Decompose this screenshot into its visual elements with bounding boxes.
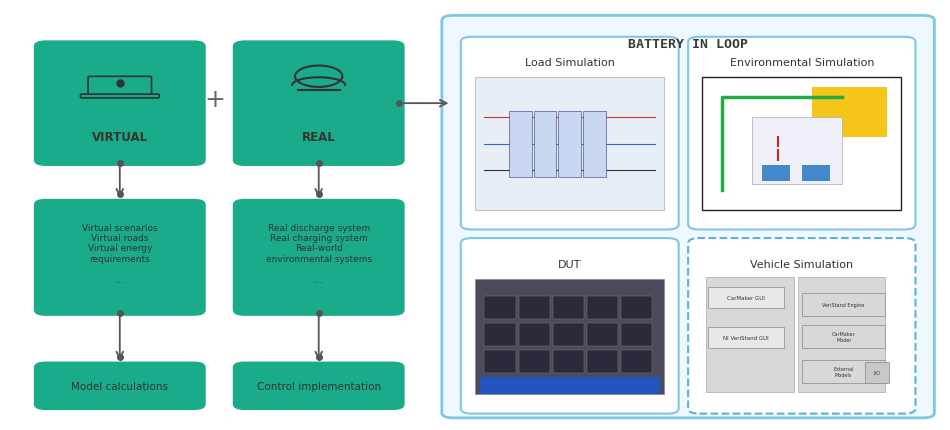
- Bar: [811, 88, 887, 138]
- Bar: [519, 296, 550, 319]
- Bar: [559, 111, 581, 178]
- FancyBboxPatch shape: [688, 38, 916, 230]
- Text: CarMaker GUI: CarMaker GUI: [727, 295, 765, 300]
- FancyBboxPatch shape: [81, 95, 159, 98]
- Text: Virtual scenarios
Virtual roads
Virtual energy
requirements

...: Virtual scenarios Virtual roads Virtual …: [82, 223, 158, 284]
- FancyBboxPatch shape: [234, 362, 404, 409]
- FancyBboxPatch shape: [442, 16, 935, 418]
- Text: Control implementation: Control implementation: [256, 381, 381, 391]
- Text: +: +: [204, 88, 225, 112]
- Text: CarMaker
Model: CarMaker Model: [832, 332, 855, 342]
- Bar: [709, 328, 784, 348]
- Bar: [706, 277, 794, 392]
- Bar: [762, 166, 789, 181]
- FancyBboxPatch shape: [234, 200, 404, 315]
- Text: Load Simulation: Load Simulation: [524, 58, 615, 68]
- FancyBboxPatch shape: [234, 42, 404, 166]
- Bar: [587, 323, 618, 346]
- Text: Vehicle Simulation: Vehicle Simulation: [750, 259, 853, 269]
- FancyBboxPatch shape: [34, 200, 205, 315]
- Text: VIRTUAL: VIRTUAL: [92, 131, 148, 144]
- Bar: [621, 323, 652, 346]
- Bar: [621, 296, 652, 319]
- Bar: [484, 350, 516, 373]
- Bar: [519, 350, 550, 373]
- Text: I/O: I/O: [874, 370, 881, 375]
- FancyBboxPatch shape: [34, 362, 205, 409]
- Text: NI VeriStand GUI: NI VeriStand GUI: [723, 335, 769, 341]
- Bar: [802, 166, 829, 181]
- Bar: [509, 111, 532, 178]
- Bar: [484, 296, 516, 319]
- Bar: [709, 287, 784, 308]
- Bar: [802, 325, 885, 348]
- Text: Real discharge system
Real charging system
Real-world
environmental systems

...: Real discharge system Real charging syst…: [266, 223, 371, 284]
- Text: Model calculations: Model calculations: [71, 381, 168, 391]
- FancyBboxPatch shape: [461, 239, 678, 414]
- FancyBboxPatch shape: [688, 239, 916, 414]
- Bar: [553, 323, 584, 346]
- Text: Environmental Simulation: Environmental Simulation: [730, 58, 874, 68]
- Text: BATTERY IN LOOP: BATTERY IN LOOP: [628, 37, 749, 51]
- FancyBboxPatch shape: [34, 42, 205, 166]
- Bar: [587, 296, 618, 319]
- FancyBboxPatch shape: [88, 77, 151, 96]
- Bar: [802, 360, 885, 383]
- Bar: [480, 377, 659, 394]
- Bar: [752, 118, 842, 184]
- Bar: [583, 111, 606, 178]
- Bar: [475, 78, 664, 211]
- Bar: [802, 293, 885, 316]
- Text: DUT: DUT: [558, 259, 581, 269]
- Bar: [702, 78, 902, 211]
- Bar: [475, 279, 664, 394]
- Bar: [621, 350, 652, 373]
- Bar: [484, 323, 516, 346]
- Bar: [798, 277, 885, 392]
- Bar: [553, 296, 584, 319]
- Bar: [519, 323, 550, 346]
- Bar: [865, 362, 889, 383]
- Bar: [587, 350, 618, 373]
- Bar: [534, 111, 557, 178]
- Text: VeriStand Engine: VeriStand Engine: [823, 302, 865, 307]
- Text: External
Models: External Models: [833, 366, 854, 377]
- FancyBboxPatch shape: [461, 38, 678, 230]
- Bar: [553, 350, 584, 373]
- Text: REAL: REAL: [302, 131, 335, 144]
